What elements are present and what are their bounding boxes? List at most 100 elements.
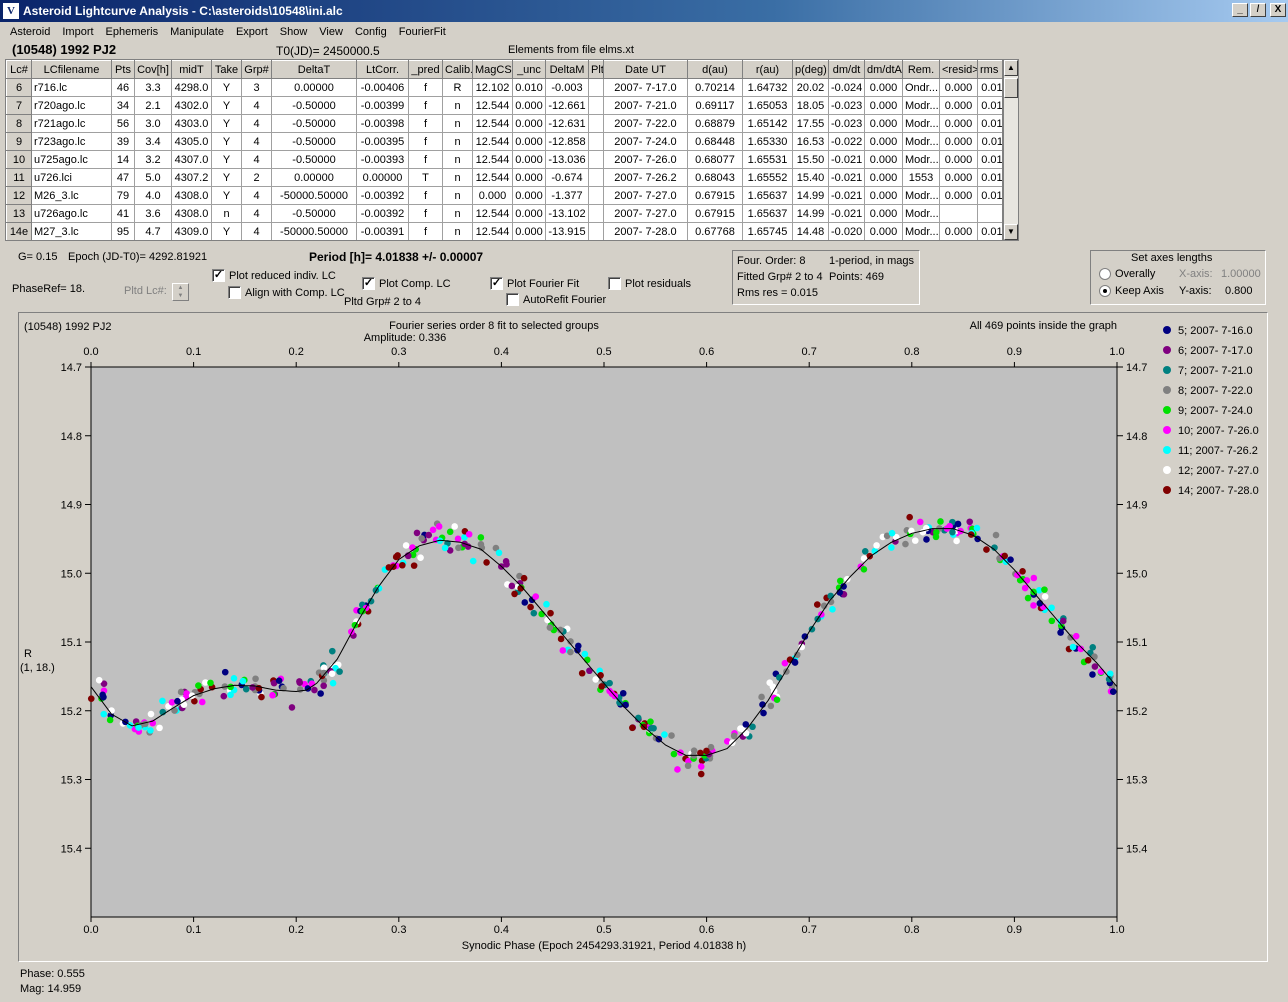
row-number[interactable]: 11: [6, 168, 32, 187]
table-cell[interactable]: 1.64732: [742, 78, 793, 97]
column-header[interactable]: Date UT: [603, 60, 688, 79]
table-cell[interactable]: -0.021: [828, 168, 865, 187]
column-header[interactable]: LtCorr.: [356, 60, 409, 79]
table-cell[interactable]: u726ago.lc: [31, 204, 112, 223]
menu-import[interactable]: Import: [62, 25, 94, 38]
table-cell[interactable]: 0.68879: [687, 114, 743, 133]
table-cell[interactable]: 46: [111, 78, 135, 97]
y-axis-value[interactable]: 0.800: [1225, 285, 1253, 297]
table-cell[interactable]: 3.0: [134, 114, 172, 133]
column-header[interactable]: Take: [211, 60, 242, 79]
overally-radio[interactable]: Overally: [1099, 268, 1155, 280]
table-cell[interactable]: 0.013: [977, 186, 1002, 205]
table-cell[interactable]: 0.000: [939, 150, 978, 169]
table-cell[interactable]: 0.68043: [687, 168, 743, 187]
column-header[interactable]: MagCS: [472, 60, 513, 79]
column-header[interactable]: Rem.: [902, 60, 940, 79]
table-cell[interactable]: 4308.0: [171, 186, 212, 205]
table-cell[interactable]: Modr...: [902, 204, 940, 223]
scroll-up-icon[interactable]: ▲: [1004, 60, 1018, 76]
scroll-down-icon[interactable]: ▼: [1004, 224, 1018, 240]
table-cell[interactable]: 1.65745: [742, 222, 793, 240]
table-cell[interactable]: 2007- 7-26.2: [603, 168, 688, 187]
keep-axis-radio[interactable]: Keep Axis: [1099, 285, 1164, 297]
close-button[interactable]: X: [1270, 3, 1286, 17]
minimize-button[interactable]: _: [1232, 3, 1248, 17]
table-cell[interactable]: 47: [111, 168, 135, 187]
table-cell[interactable]: 1.65142: [742, 114, 793, 133]
table-cell[interactable]: -0.50000: [271, 150, 357, 169]
table-cell[interactable]: 4309.0: [171, 222, 212, 240]
table-cell[interactable]: r721ago.lc: [31, 114, 112, 133]
plot-residuals-checkbox[interactable]: Plot residuals: [608, 277, 691, 290]
plot-comp-checkbox[interactable]: ✓ Plot Comp. LC: [362, 277, 451, 290]
column-header[interactable]: dm/dtA: [864, 60, 903, 79]
table-cell[interactable]: 0.000: [864, 222, 903, 240]
table-cell[interactable]: 16.53: [792, 132, 829, 151]
table-cell[interactable]: -0.00406: [356, 78, 409, 97]
column-header[interactable]: _unc: [512, 60, 546, 79]
table-row[interactable]: 13 u726ago.lc 41 3.6 4308.0 n 4 -0.50000 -0.0039…: [6, 204, 1002, 223]
table-cell[interactable]: 0.010: [512, 78, 546, 97]
table-scrollbar[interactable]: ▲ ▼: [1003, 59, 1019, 241]
table-cell[interactable]: 0.00000: [271, 168, 357, 187]
menu-ephemeris[interactable]: Ephemeris: [105, 25, 159, 38]
table-row[interactable]: 14e M27_3.lc 95 4.7 4309.0 Y 4 -50000.50000 -0.0…: [6, 222, 1002, 240]
column-header[interactable]: _pred: [408, 60, 443, 79]
table-cell[interactable]: 0.015: [977, 222, 1002, 240]
table-cell[interactable]: 3.4: [134, 132, 172, 151]
table-cell[interactable]: 0.010: [977, 96, 1002, 115]
table-cell[interactable]: r723ago.lc: [31, 132, 112, 151]
table-cell[interactable]: -0.674: [545, 168, 589, 187]
column-header[interactable]: DeltaM: [545, 60, 589, 79]
table-cell[interactable]: 0.000: [939, 96, 978, 115]
table-cell[interactable]: 2007- 7-26.0: [603, 150, 688, 169]
table-cell[interactable]: 20.02: [792, 78, 829, 97]
table-cell[interactable]: -0.00391: [356, 222, 409, 240]
column-header[interactable]: midT: [171, 60, 212, 79]
table-cell[interactable]: Y: [211, 222, 242, 240]
column-header[interactable]: Lc#: [6, 60, 32, 79]
table-cell[interactable]: u725ago.lc: [31, 150, 112, 169]
table-cell[interactable]: 0.000: [864, 186, 903, 205]
align-checkbox[interactable]: Align with Comp. LC: [228, 286, 345, 299]
column-header[interactable]: dm/dt: [828, 60, 865, 79]
table-cell[interactable]: 4302.0: [171, 96, 212, 115]
menu-fourierfit[interactable]: FourierFit: [398, 25, 446, 38]
table-cell[interactable]: -50000.50000: [271, 222, 357, 240]
table-cell[interactable]: -0.021: [828, 150, 865, 169]
menu-manipulate[interactable]: Manipulate: [170, 25, 224, 38]
table-cell[interactable]: 2007- 7-22.0: [603, 114, 688, 133]
table-row[interactable]: 12 M26_3.lc 79 4.0 4308.0 Y 4 -50000.50000 -0.00…: [6, 186, 1002, 205]
table-cell[interactable]: r720ago.lc: [31, 96, 112, 115]
column-header[interactable]: Grp#: [241, 60, 272, 79]
table-cell[interactable]: 2.1: [134, 96, 172, 115]
table-cell[interactable]: 0.014: [977, 114, 1002, 133]
table-cell[interactable]: 2007- 7-27.0: [603, 204, 688, 223]
row-number[interactable]: 13: [6, 204, 32, 223]
scroll-thumb[interactable]: [1004, 78, 1018, 98]
table-cell[interactable]: -13.915: [545, 222, 589, 240]
x-axis-value[interactable]: 1.00000: [1221, 268, 1261, 280]
table-cell[interactable]: 0.000: [512, 222, 546, 240]
table-row[interactable]: 6 r716.lc 46 3.3 4298.0 Y 3 0.00000 -0.00406 f R 12…: [6, 78, 1002, 97]
table-cell[interactable]: 0.000: [864, 132, 903, 151]
table-cell[interactable]: 1.65531: [742, 150, 793, 169]
restore-button[interactable]: ̸: [1250, 3, 1266, 17]
table-cell[interactable]: -0.00393: [356, 150, 409, 169]
autorefit-checkbox[interactable]: AutoRefit Fourier: [506, 293, 606, 306]
menu-export[interactable]: Export: [235, 25, 268, 38]
table-cell[interactable]: 0.70214: [687, 78, 743, 97]
column-header[interactable]: <resid>: [939, 60, 978, 79]
table-cell[interactable]: Ondr...: [902, 78, 940, 97]
row-number[interactable]: 8: [6, 114, 32, 133]
table-cell[interactable]: 4305.0: [171, 132, 212, 151]
column-header[interactable]: Pts: [111, 60, 135, 79]
table-cell[interactable]: -0.50000: [271, 132, 357, 151]
column-header[interactable]: Cov[h]: [134, 60, 172, 79]
table-cell[interactable]: 14.99: [792, 186, 829, 205]
app-icon[interactable]: V: [3, 3, 19, 19]
table-row[interactable]: 9 r723ago.lc 39 3.4 4305.0 Y 4 -0.50000 -0.00395…: [6, 132, 1002, 151]
